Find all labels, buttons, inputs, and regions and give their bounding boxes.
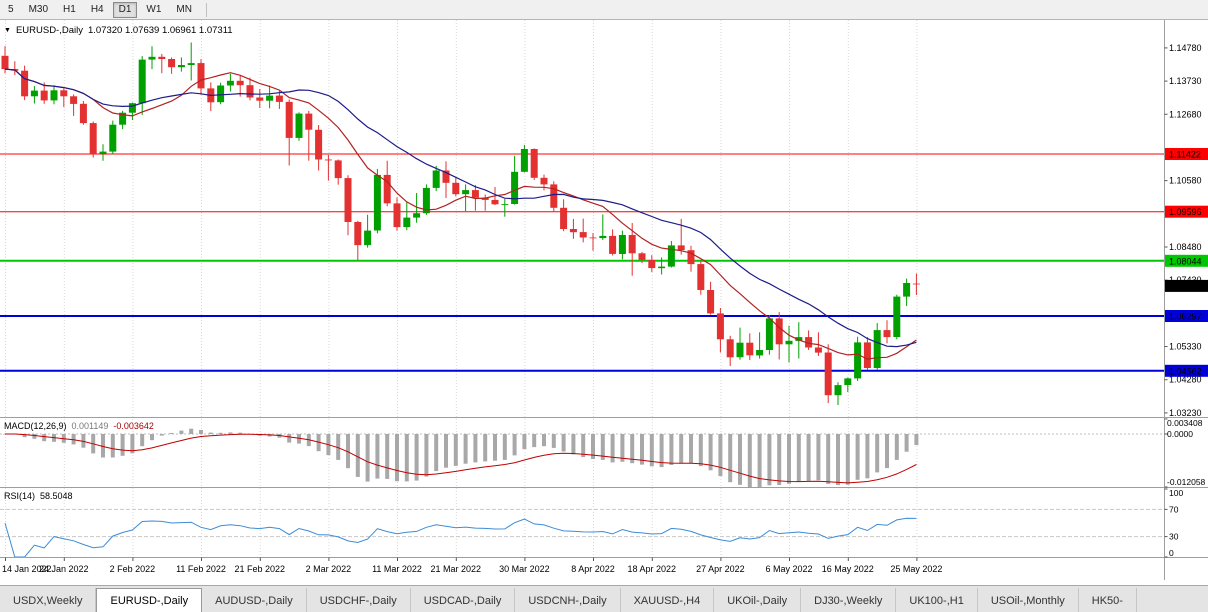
svg-text:0.003408: 0.003408	[1167, 418, 1203, 428]
moving-averages	[4, 68, 917, 360]
timeframe-toolbar: 5 M30 H1 H4 D1 W1 MN	[0, 0, 1208, 20]
macd-panel	[0, 428, 1164, 487]
svg-text:16 May 2022: 16 May 2022	[822, 564, 874, 574]
chart-tab-hk50[interactable]: HK50-	[1079, 588, 1137, 612]
svg-text:-0.012058: -0.012058	[1167, 477, 1206, 487]
svg-text:1.04562: 1.04562	[1169, 366, 1202, 376]
svg-text:1.04280: 1.04280	[1169, 375, 1202, 385]
svg-text:2 Feb 2022: 2 Feb 2022	[110, 564, 156, 574]
chart-tab-eurusd[interactable]: EURUSD-,Daily	[96, 588, 203, 612]
svg-text:1.14780: 1.14780	[1169, 43, 1202, 53]
svg-text:1.13730: 1.13730	[1169, 76, 1202, 86]
svg-text:8 Apr 2022: 8 Apr 2022	[571, 564, 615, 574]
svg-text:1.05330: 1.05330	[1169, 342, 1202, 352]
svg-text:1.08480: 1.08480	[1169, 242, 1202, 252]
svg-text:30: 30	[1169, 532, 1179, 542]
rsi-panel	[0, 508, 1164, 558]
svg-text:2 Mar 2022: 2 Mar 2022	[306, 564, 352, 574]
chart-tab-usoil[interactable]: USOil-,Monthly	[978, 588, 1079, 612]
timeframe-h1[interactable]: H1	[63, 3, 76, 15]
svg-text:1.08044: 1.08044	[1169, 256, 1202, 266]
svg-text:30 Mar 2022: 30 Mar 2022	[499, 564, 550, 574]
chart-tabs: USDX,Weekly EURUSD-,Daily AUDUSD-,Daily USD…	[0, 585, 1208, 612]
chart-tab-uk100[interactable]: UK100-,H1	[896, 588, 978, 612]
candles	[1, 42, 920, 405]
svg-text:1.03230: 1.03230	[1169, 408, 1202, 418]
chart-tab-dj30[interactable]: DJ30-,Weekly	[801, 588, 897, 612]
chart-tab-ukoil[interactable]: UKOil-,Daily	[714, 588, 802, 612]
toolbar-separator	[205, 2, 207, 17]
chart-tab-xauusd[interactable]: XAUUSD-,H4	[621, 588, 715, 612]
svg-text:6 May 2022: 6 May 2022	[765, 564, 812, 574]
svg-text:11 Feb 2022: 11 Feb 2022	[176, 564, 226, 574]
chart-tab-audusd[interactable]: AUDUSD-,Daily	[202, 588, 307, 612]
svg-text:21 Mar 2022: 21 Mar 2022	[431, 564, 482, 574]
svg-text:11 Mar 2022: 11 Mar 2022	[372, 564, 422, 574]
chart-tab-usdchf[interactable]: USDCHF-,Daily	[307, 588, 411, 612]
timeframe-5[interactable]: 5	[8, 3, 14, 15]
svg-text:1.12680: 1.12680	[1169, 109, 1202, 119]
price-axis: 1.147801.137301.126801.105801.084801.074…	[0, 20, 1208, 580]
svg-text:0: 0	[1169, 548, 1174, 558]
svg-text:14 Jan 2022: 14 Jan 2022	[2, 564, 52, 574]
chart-tab-usdcad[interactable]: USDCAD-,Daily	[411, 588, 516, 612]
svg-text:25 May 2022: 25 May 2022	[890, 564, 942, 574]
chart-window: 1.147801.137301.126801.105801.084801.074…	[0, 20, 1208, 585]
timeframe-h4[interactable]: H4	[90, 3, 104, 15]
timeframe-d1[interactable]: D1	[112, 1, 138, 18]
svg-text:1.06297: 1.06297	[1169, 312, 1202, 322]
svg-text:1.11422: 1.11422	[1169, 150, 1201, 160]
svg-text:18 Apr 2022: 18 Apr 2022	[628, 564, 677, 574]
svg-text:1.09596: 1.09596	[1169, 207, 1202, 217]
timeframe-mn[interactable]: MN	[176, 3, 192, 15]
timeframe-w1[interactable]: W1	[146, 3, 162, 15]
chart-tab-usdx[interactable]: USDX,Weekly	[0, 588, 97, 612]
svg-text:0.0000: 0.0000	[1167, 429, 1193, 439]
chart-tab-usdcnh[interactable]: USDCNH-,Daily	[515, 588, 621, 612]
svg-text:27 Apr 2022: 27 Apr 2022	[696, 564, 745, 574]
support-resistance-lines[interactable]	[0, 153, 1164, 372]
timeframe-m30[interactable]: M30	[28, 3, 49, 15]
chart-canvas[interactable]: 1.147801.137301.126801.105801.084801.074…	[0, 20, 1208, 585]
svg-text:1.10580: 1.10580	[1169, 176, 1202, 186]
svg-text:24 Jan 2022: 24 Jan 2022	[39, 564, 89, 574]
svg-text:21 Feb 2022: 21 Feb 2022	[235, 564, 286, 574]
svg-text:70: 70	[1169, 504, 1179, 514]
svg-text:100: 100	[1169, 488, 1183, 498]
svg-text:1.07311: 1.07311	[1169, 281, 1201, 291]
